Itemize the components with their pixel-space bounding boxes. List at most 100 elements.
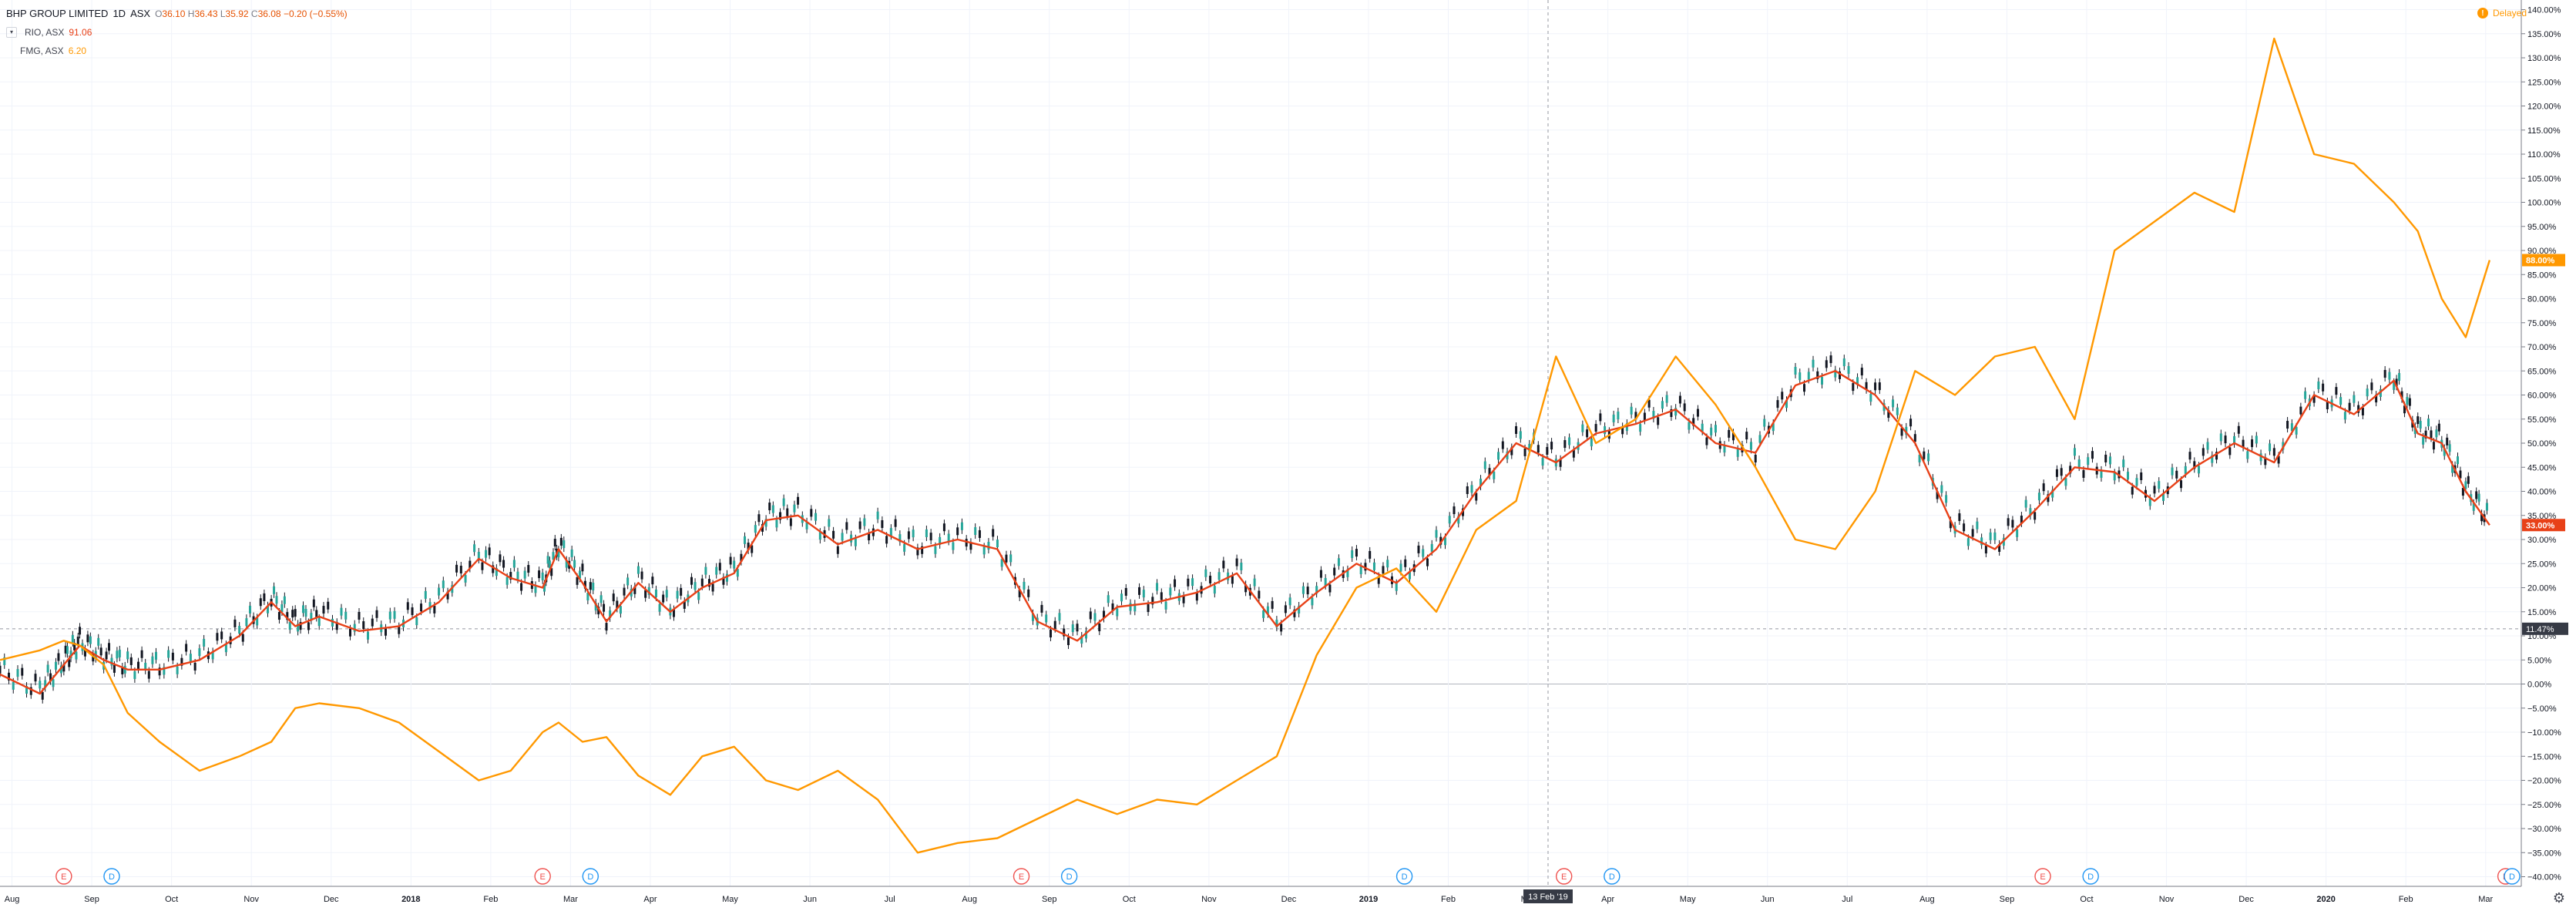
candle-body [495,568,498,577]
candle-body [942,523,945,532]
candle-body [185,644,188,652]
candle-body [1009,554,1013,563]
candle-body [1319,570,1322,578]
candle-body [2206,442,2209,450]
candle-body [2237,425,2240,434]
candle-body [2051,489,2054,498]
candle-body [662,594,665,603]
candle-body [889,528,892,536]
candle-body [779,512,782,520]
candle-body [2233,435,2236,444]
candle-body [1231,576,1234,584]
candle-body [297,624,300,632]
candle-body [2219,433,2222,442]
candle-body [1714,425,1717,433]
delayed-badge[interactable]: ! Delayed [2477,8,2527,18]
candle-body [75,651,78,660]
legend-compare-fmg[interactable]: FMG, ASX 6.20 [6,42,348,60]
candle-body [1164,601,1167,610]
candle-body [1758,435,1762,443]
candle-body [428,602,432,610]
earnings-marker-icon [534,868,551,885]
candle-body [697,592,700,600]
candle-body [2312,395,2316,403]
candle-body [21,667,24,676]
candle-body [216,633,219,641]
event-marker-label: D [2509,872,2515,882]
candle-body [283,596,286,604]
candle-body [969,542,972,550]
candle-body [2016,529,2019,537]
candle-body [1657,417,1660,425]
candle-body [2135,478,2138,486]
candle-body [1448,516,1451,524]
series-line-rio [0,370,2490,695]
y-tick-label: 135.00% [2527,30,2561,39]
candle-body [1559,459,1562,467]
candle-body [442,580,445,589]
dividend-marker-icon [103,868,120,885]
candle-body [1142,590,1145,598]
candle-body [362,621,365,630]
y-tick-label: 110.00% [2527,150,2561,160]
candle-body [1275,620,1278,628]
candle-body [1905,426,1908,435]
candle-body [123,665,126,674]
y-tick-label: 75.00% [2527,319,2557,328]
candle-body [1647,399,1651,408]
series-line-fmg [0,37,2491,854]
candle-body [2403,405,2406,414]
candle-body [344,611,348,620]
candle-body [722,577,725,585]
candle-body [2353,395,2356,403]
x-tick-label: Mar [563,895,578,904]
candle-body [1896,407,1899,415]
candle-body [1107,595,1110,603]
candle-body [2472,503,2475,511]
candle-body [1652,411,1655,419]
gear-icon[interactable]: ⚙ [2552,890,2565,906]
candle-body [317,618,321,627]
candle-body [845,522,848,530]
legend-compare-rio[interactable]: ▾ RIO, ASX 91.06 [6,23,348,42]
candle-body [885,536,888,544]
candle-body [144,662,147,671]
candle-body [1958,513,1961,521]
candle-body [1749,442,1752,450]
candle-body [1209,575,1212,583]
candle-body [538,570,541,579]
candle-body [559,537,563,546]
candle-body [1408,571,1411,580]
candle-body [1900,428,1903,436]
candle-body [523,570,526,579]
candle-body [1301,586,1305,594]
candle-body [1355,549,1358,557]
candle-body [751,545,754,553]
earnings-marker-icon [1555,868,1573,885]
candle-body [1217,572,1221,580]
candle-body [393,610,396,619]
candle-body [34,674,37,682]
candle-body [1085,630,1088,639]
candle-body [2464,481,2467,489]
candle-body [1453,506,1456,515]
candle-body [299,622,302,630]
candle-body [294,609,297,617]
candle-body [1550,442,1553,450]
candle-body [464,574,467,583]
candle-body [1949,520,1952,529]
candle-body [353,624,356,632]
x-tick-label: 2020 [2316,895,2335,904]
candle-body [947,533,950,542]
candle-body [446,591,449,600]
chevron-down-icon[interactable]: ▾ [6,27,17,38]
candle-body [912,529,915,538]
candle-body [163,667,166,675]
candle-body [2480,513,2484,522]
dividend-marker-icon [1060,868,1078,885]
candle-body [398,626,401,634]
candle-body [676,590,679,599]
last-value-label: 33.00% [2526,521,2555,530]
candle-body [2202,448,2205,456]
